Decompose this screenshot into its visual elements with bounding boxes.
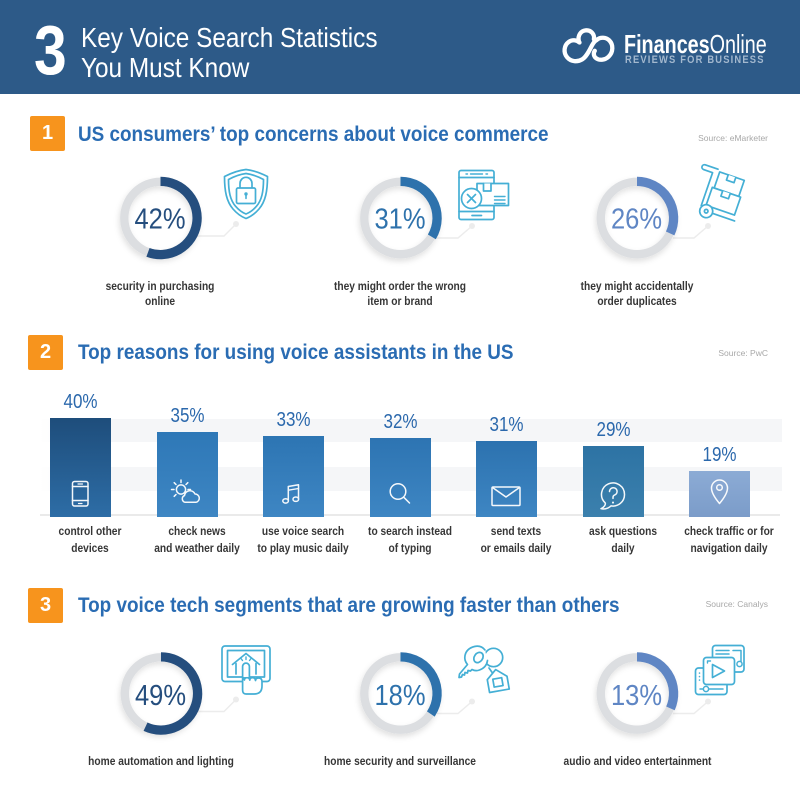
svg-text:13%: 13%	[611, 678, 662, 711]
svg-text:49%: 49%	[135, 678, 186, 711]
svg-text:31%: 31%	[374, 202, 425, 235]
svg-text:18%: 18%	[374, 678, 425, 711]
svg-text:26%: 26%	[611, 202, 662, 235]
svg-text:42%: 42%	[134, 202, 185, 235]
